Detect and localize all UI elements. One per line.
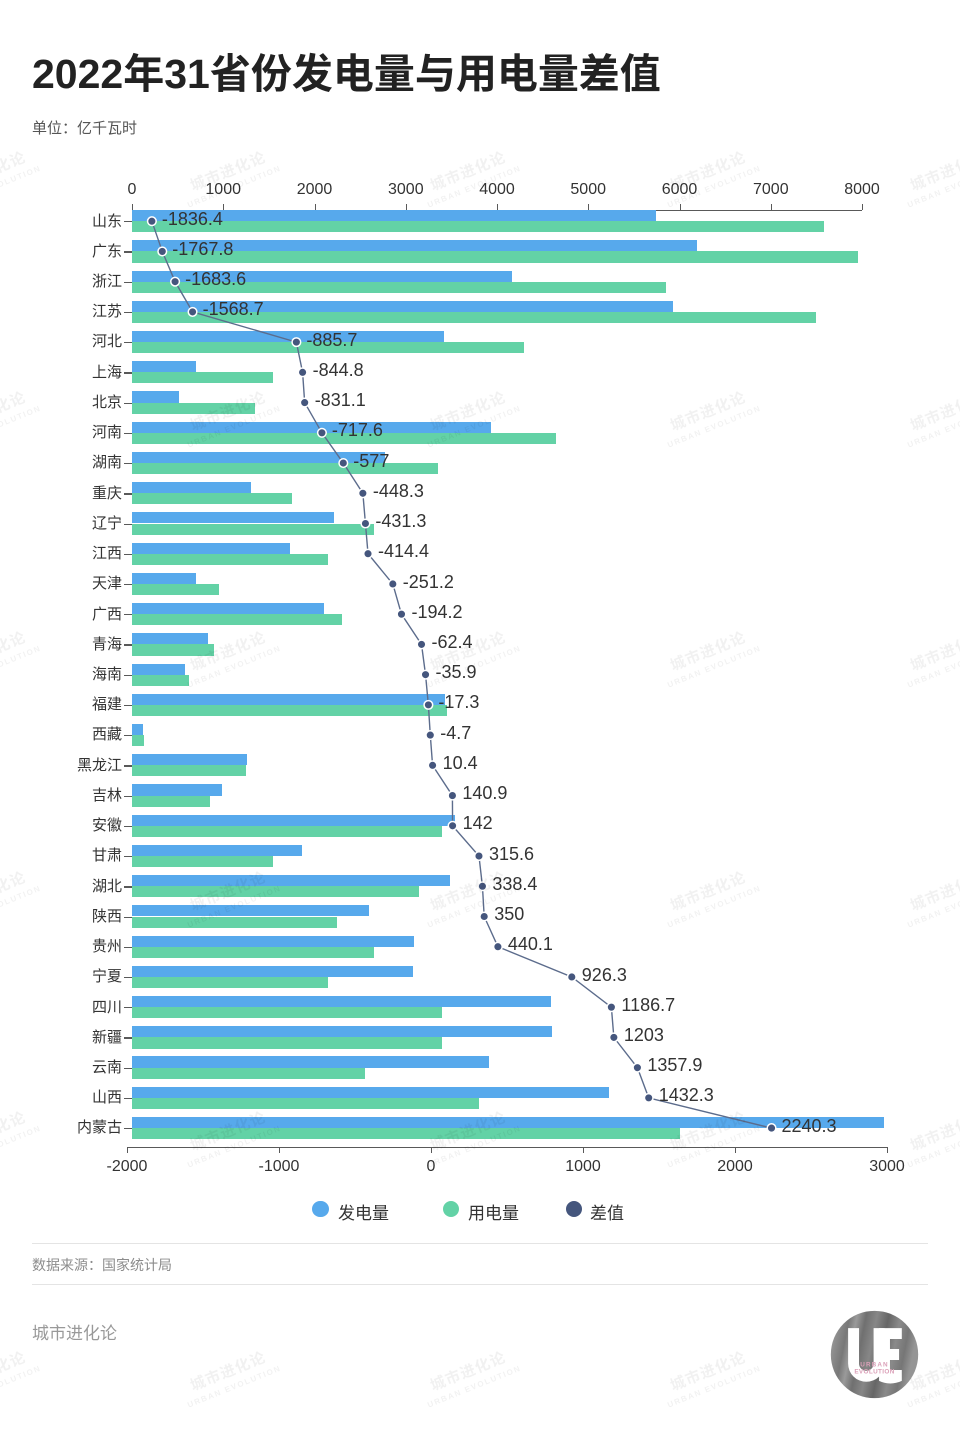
svg-text:URBAN: URBAN [860, 1361, 888, 1368]
svg-text:EVOLUTION: EVOLUTION [854, 1369, 894, 1376]
